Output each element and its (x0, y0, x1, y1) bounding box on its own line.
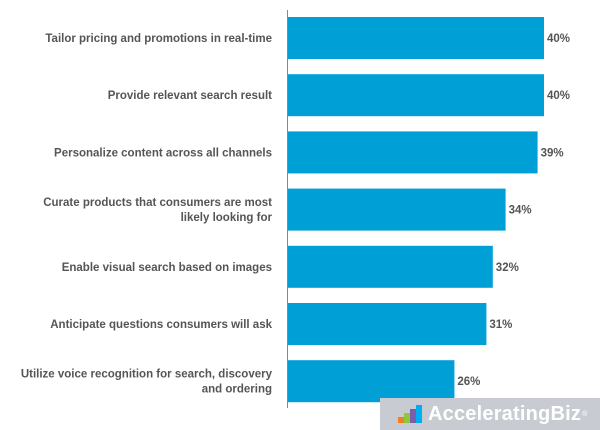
value-label: 40% (547, 90, 570, 102)
value-label: 34% (509, 205, 532, 217)
category-labels: Tailor pricing and promotions in real-ti… (21, 33, 273, 396)
bar (288, 303, 487, 345)
bar (288, 360, 455, 403)
bar (288, 131, 538, 174)
category-label: Enable visual search based on images (62, 262, 272, 274)
brand-watermark: AcceleratingBiz ® (380, 398, 600, 430)
bar-chart-logo-icon (398, 405, 422, 423)
category-label: Utilize voice recognition for search, di… (21, 369, 273, 381)
value-label: 40% (547, 33, 570, 45)
category-label: Provide relevant search result (108, 90, 272, 102)
category-label: and ordering (202, 384, 272, 396)
bar (288, 17, 544, 59)
category-label: Personalize content across all channels (54, 147, 272, 159)
category-label: Tailor pricing and promotions in real-ti… (45, 33, 272, 45)
category-label: likely looking for (181, 212, 273, 224)
bars (288, 17, 544, 403)
value-label: 31% (489, 319, 512, 331)
bar (288, 245, 493, 288)
value-label: 26% (457, 376, 480, 388)
value-label: 32% (496, 262, 519, 274)
brand-name: AcceleratingBiz (428, 402, 582, 425)
value-labels: 40% 40% 39% 34% 32% 31% 26% (457, 33, 570, 388)
bar (288, 188, 506, 231)
category-label: Curate products that consumers are most (43, 197, 272, 209)
category-label: Anticipate questions consumers will ask (50, 319, 272, 331)
bar (288, 74, 544, 117)
value-label: 39% (541, 147, 564, 159)
registered-mark: ® (582, 410, 588, 418)
